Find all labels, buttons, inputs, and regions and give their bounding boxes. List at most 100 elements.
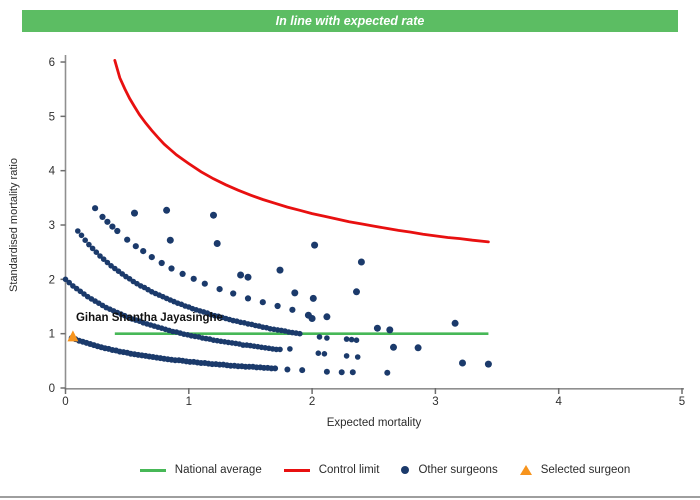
y-tick-label: 5: [49, 111, 55, 123]
x-axis-title: Expected mortality: [327, 417, 422, 429]
surgeon-dot[interactable]: [287, 346, 293, 352]
surgeon-dot[interactable]: [324, 335, 330, 341]
surgeon-dot[interactable]: [309, 294, 317, 302]
surgeon-dot[interactable]: [315, 350, 322, 357]
surgeon-dot[interactable]: [323, 368, 330, 375]
surgeon-dot[interactable]: [132, 243, 139, 250]
surgeon-dot[interactable]: [114, 227, 121, 235]
surgeon-dot[interactable]: [316, 334, 323, 340]
surgeon-dot[interactable]: [163, 206, 171, 214]
surgeon-dot[interactable]: [131, 209, 138, 217]
surgeon-dot[interactable]: [357, 258, 365, 266]
surgeon-dot[interactable]: [82, 237, 88, 243]
selected-surgeon-marker[interactable]: [67, 330, 79, 342]
surgeon-dot[interactable]: [244, 295, 252, 302]
surgeon-dot[interactable]: [274, 302, 281, 310]
funnel-plot-chart[interactable]: Gihan Shantha Jayasinghe 0 1 2 3 4 5 0 1 2 3 4 5 6 Ex…: [0, 30, 700, 458]
surgeon-dot[interactable]: [384, 369, 391, 376]
surgeon-dot[interactable]: [349, 369, 356, 376]
surgeon-dot[interactable]: [272, 365, 279, 372]
surgeon-dot[interactable]: [459, 359, 466, 367]
surgeon-dot[interactable]: [277, 346, 283, 353]
legend-label: National average: [174, 464, 262, 476]
surgeon-dot[interactable]: [451, 319, 459, 327]
surgeon-dot[interactable]: [62, 276, 69, 283]
bottom-divider: [0, 496, 700, 498]
x-tick-label: 2: [309, 396, 315, 408]
surgeon-dot[interactable]: [104, 259, 111, 266]
surgeon-dot[interactable]: [276, 266, 284, 274]
chart-axes: [60, 55, 684, 394]
legend-label: Selected surgeon: [540, 464, 631, 476]
surgeon-dot[interactable]: [259, 299, 266, 306]
control-limit-line-swatch: [283, 468, 310, 472]
surgeon-dot[interactable]: [353, 337, 360, 344]
surgeon-dot[interactable]: [311, 241, 319, 249]
y-tick-label: 2: [49, 274, 55, 286]
surgeon-dot[interactable]: [99, 213, 106, 220]
chart-series: Gihan Shantha Jayasinghe: [62, 59, 492, 376]
surgeon-dot[interactable]: [92, 205, 99, 212]
legend-item-national-average: National average: [139, 464, 262, 476]
surgeon-dot[interactable]: [148, 254, 155, 261]
surgeon-dot[interactable]: [484, 360, 492, 368]
surgeon-dot[interactable]: [237, 271, 245, 279]
legend-item-selected-surgeon: Selected surgeon: [519, 464, 631, 476]
surgeon-dot[interactable]: [386, 326, 394, 334]
surgeon-dot[interactable]: [230, 290, 237, 297]
surgeon-dot[interactable]: [124, 236, 131, 243]
surgeon-dot[interactable]: [166, 236, 174, 244]
surgeon-dot[interactable]: [216, 286, 223, 293]
surgeon-dot[interactable]: [213, 240, 221, 247]
legend-item-other-surgeons: Other surgeons: [401, 464, 498, 476]
surgeon-dot[interactable]: [338, 369, 345, 376]
surgeon-dot[interactable]: [343, 336, 350, 342]
surgeon-dot[interactable]: [348, 336, 355, 343]
surgeon-dot[interactable]: [179, 270, 186, 277]
legend-label: Other surgeons: [418, 464, 498, 476]
surgeon-dot[interactable]: [78, 232, 85, 239]
surgeon-dot[interactable]: [201, 280, 208, 287]
surgeon-dot[interactable]: [299, 367, 306, 374]
surgeon-dot[interactable]: [244, 273, 252, 281]
y-tick-label: 3: [49, 220, 55, 232]
surgeon-dot[interactable]: [354, 354, 361, 360]
surgeon-dot[interactable]: [66, 279, 72, 286]
surgeon-dot[interactable]: [291, 289, 299, 297]
surgeon-dot[interactable]: [284, 366, 291, 373]
surgeon-dot[interactable]: [89, 245, 96, 252]
other-surgeons-dot-swatch: [401, 466, 410, 474]
x-tick-label: 4: [555, 396, 562, 408]
surgeon-dot[interactable]: [93, 249, 100, 255]
y-tick-label: 6: [49, 57, 55, 69]
surgeon-dot[interactable]: [321, 351, 328, 357]
surgeon-dot[interactable]: [353, 288, 360, 296]
surgeon-dot[interactable]: [100, 256, 107, 263]
surgeon-dot[interactable]: [158, 259, 165, 267]
surgeon-dot[interactable]: [289, 306, 296, 313]
surgeon-dot[interactable]: [308, 315, 316, 322]
surgeon-dot[interactable]: [97, 253, 103, 259]
legend-item-control-limit: Control limit: [283, 464, 379, 476]
surgeon-dot[interactable]: [168, 265, 175, 272]
status-banner: In line with expected rate: [22, 10, 678, 32]
surgeon-dot[interactable]: [210, 211, 217, 219]
surgeon-dot[interactable]: [86, 241, 92, 248]
surgeon-dot[interactable]: [109, 223, 116, 230]
surgeon-dot[interactable]: [104, 218, 111, 225]
national-average-line-swatch: [139, 468, 166, 472]
surgeon-dot[interactable]: [140, 248, 147, 255]
surgeon-dot[interactable]: [323, 313, 331, 321]
surgeon-dot[interactable]: [343, 353, 350, 359]
surgeon-dot[interactable]: [390, 343, 397, 351]
surgeon-dot[interactable]: [75, 228, 81, 234]
x-tick-label: 1: [186, 396, 192, 408]
selected-surgeon-name-label: Gihan Shantha Jayasinghe: [76, 312, 223, 324]
surgeon-dot[interactable]: [190, 275, 197, 282]
control-limit-curve: [113, 59, 490, 244]
surgeon-dot[interactable]: [414, 344, 422, 352]
surgeon-dot[interactable]: [297, 330, 303, 337]
selected-surgeon-triangle-swatch: [519, 465, 532, 475]
surgeon-dot[interactable]: [373, 324, 381, 332]
